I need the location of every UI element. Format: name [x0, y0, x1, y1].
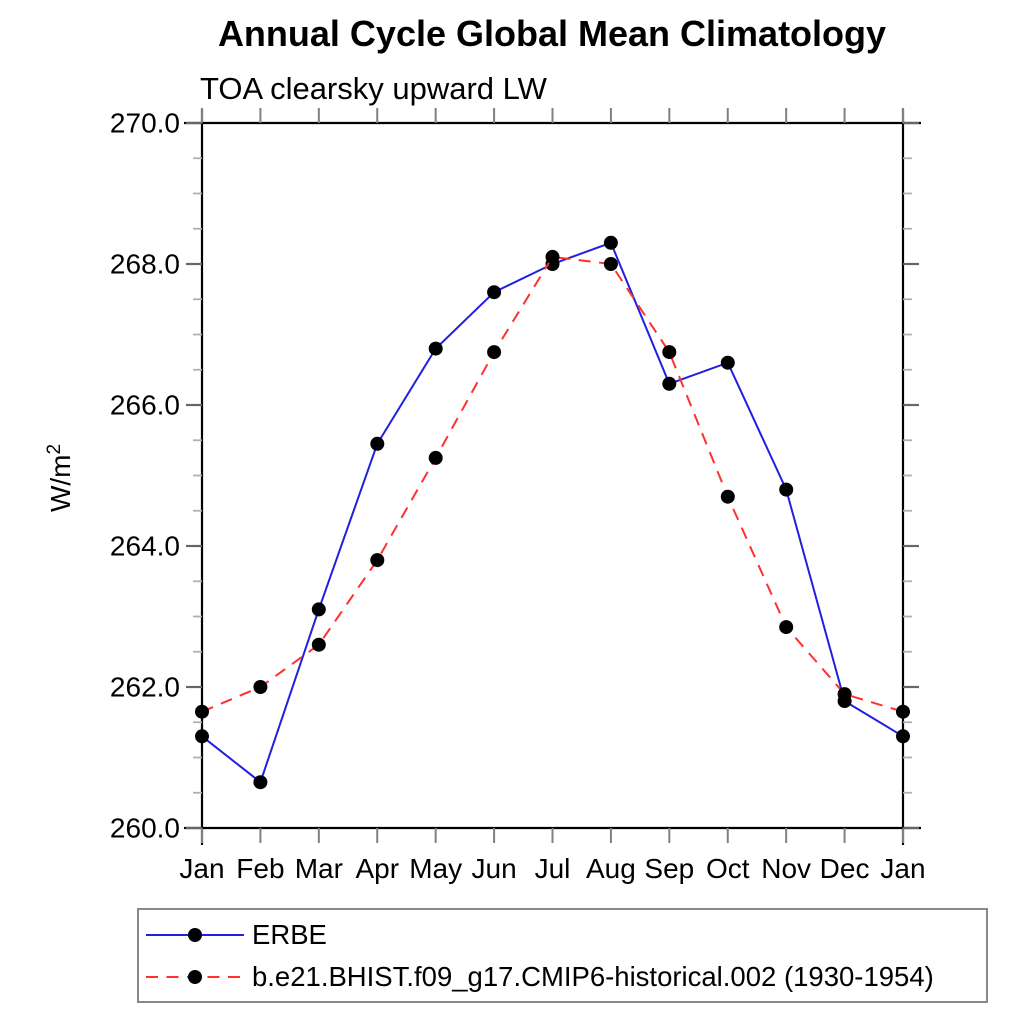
- series-line-erbe: [201, 241, 904, 784]
- y-tick-label: 266.0: [110, 390, 180, 421]
- data-point-marker: [603, 257, 618, 271]
- legend-label-model: b.e21.BHIST.f09_g17.CMIP6-historical.002…: [252, 961, 934, 992]
- data-point-marker: [720, 489, 735, 504]
- x-tick-label: Jan: [179, 853, 224, 884]
- data-point-marker: [837, 687, 852, 702]
- y-tick-label: 270.0: [110, 108, 180, 139]
- legend-label-erbe: ERBE: [252, 919, 327, 950]
- x-tick-label: Dec: [820, 853, 870, 884]
- data-point-marker: [370, 436, 385, 451]
- data-point-marker: [720, 355, 735, 370]
- data-point-marker: [428, 450, 443, 465]
- data-point-marker: [487, 285, 502, 300]
- data-point-marker: [779, 620, 794, 635]
- x-tick-label: Jun: [472, 853, 517, 884]
- x-tick-label: May: [409, 853, 462, 884]
- data-point-marker: [370, 553, 385, 568]
- data-point-marker: [779, 482, 794, 497]
- y-tick-label: 262.0: [110, 672, 180, 703]
- legend-box: [137, 908, 988, 1003]
- data-point-marker: [603, 235, 618, 250]
- data-point-marker: [311, 637, 326, 652]
- y-tick-label: 268.0: [110, 249, 180, 280]
- x-tick-label: Jan: [880, 853, 925, 884]
- chart-subtitle: TOA clearsky upward LW: [200, 71, 548, 106]
- y-axis-title: W/m2: [44, 444, 76, 512]
- data-point-marker: [311, 602, 326, 617]
- legend: ERBE b.e21.BHIST.f09_g17.CMIP6-historica…: [137, 908, 988, 1003]
- data-point-marker: [487, 345, 502, 360]
- legend-entry-model: b.e21.BHIST.f09_g17.CMIP6-historical.002…: [146, 961, 934, 992]
- legend-marker-dot: [188, 928, 202, 942]
- data-point-marker: [896, 729, 910, 744]
- legend-marker-dot: [188, 970, 202, 984]
- data-point-marker: [896, 704, 910, 719]
- data-point-marker: [253, 775, 268, 790]
- data-point-marker: [545, 249, 560, 264]
- x-tick-label: Feb: [236, 853, 284, 884]
- data-point-marker: [428, 341, 443, 356]
- y-tick-label: 264.0: [110, 531, 180, 562]
- data-point-marker: [195, 729, 209, 744]
- x-tick-label: Mar: [295, 853, 343, 884]
- x-tick-label: Apr: [355, 853, 399, 884]
- data-point-marker: [253, 680, 268, 694]
- x-tick-label: Aug: [586, 853, 636, 884]
- chart-title: Annual Cycle Global Mean Climatology: [218, 13, 886, 54]
- x-tick-label: Jul: [535, 853, 571, 884]
- x-tick-label: Nov: [761, 853, 811, 884]
- data-point-marker: [662, 376, 677, 391]
- data-point-marker: [662, 345, 677, 360]
- plot-area: 260.0 262.0 264.0 266.0 268.0 270.0 Jan Feb Mar A…: [110, 108, 926, 885]
- x-tick-label: Sep: [644, 853, 694, 884]
- x-tick-label: Oct: [706, 853, 750, 884]
- y-tick-label: 260.0: [110, 813, 180, 844]
- data-point-marker: [195, 704, 209, 719]
- legend-entry-erbe: ERBE: [146, 919, 327, 950]
